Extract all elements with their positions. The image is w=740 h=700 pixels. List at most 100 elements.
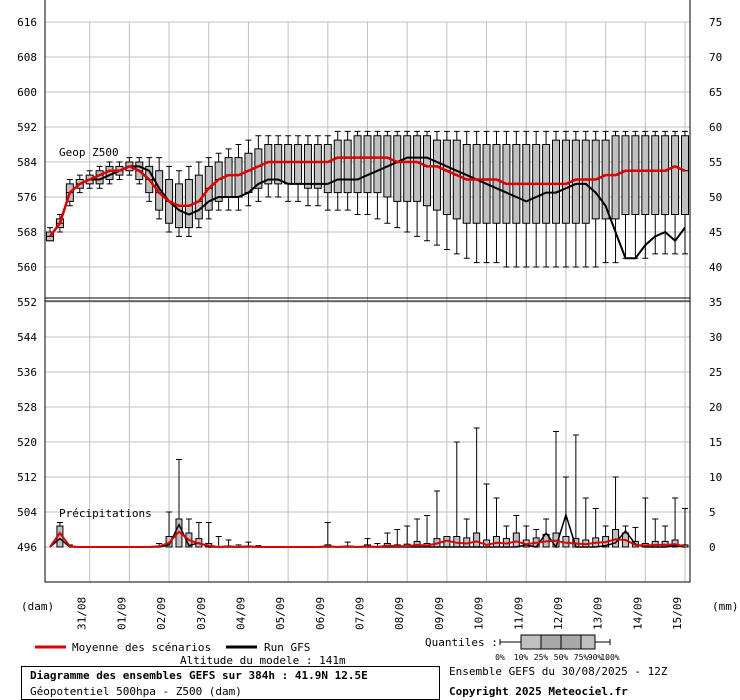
z500-box (462, 144, 471, 224)
copyright-label: Copyright 2025 Meteociel.fr (449, 685, 628, 698)
series-lines (49, 156, 686, 549)
x-tick-label: 12/09 (552, 597, 565, 630)
z500-box (631, 135, 640, 215)
right-tick-label: 65 (709, 86, 722, 99)
left-tick-label: 600 (17, 86, 37, 99)
right-tick-label: 70 (709, 51, 722, 64)
right-axis-unit: (mm) (712, 600, 739, 613)
x-tick-label: 09/09 (433, 597, 446, 630)
z500-box (681, 135, 689, 215)
z500-box (581, 139, 590, 224)
z500-box (452, 139, 461, 220)
left-tick-label: 608 (17, 51, 37, 64)
x-tick-label: 11/09 (512, 597, 525, 630)
z500-box (492, 144, 501, 224)
z500-box (611, 135, 620, 220)
z500-box (313, 144, 322, 189)
precip-box (612, 529, 620, 548)
left-tick-label: 552 (17, 296, 37, 309)
z500-box (413, 135, 422, 202)
quantile-tick-label: 100% (600, 653, 619, 662)
x-tick-label: 15/09 (671, 597, 684, 630)
z500-box (403, 135, 412, 202)
z500-run-gfs-line (49, 156, 686, 260)
left-tick-label: 592 (17, 121, 37, 134)
left-tick-label: 528 (17, 401, 37, 414)
z500-box (155, 170, 164, 211)
left-tick-label: 504 (17, 506, 37, 519)
quantile-tick-label: 25% (534, 653, 549, 662)
grid (45, 21, 690, 583)
quantile-tick-label: 90% (588, 653, 603, 662)
z500-box (343, 139, 352, 194)
right-tick-label: 35 (709, 296, 722, 309)
right-tick-label: 40 (709, 261, 722, 274)
right-tick-label: 15 (709, 436, 722, 449)
z500-box (442, 139, 451, 215)
legend-run-label: Run GFS (264, 641, 310, 654)
right-tick-label: 10 (709, 471, 722, 484)
left-tick-label: 536 (17, 366, 37, 379)
plot-frame (44, 0, 691, 583)
z500-box (353, 135, 362, 194)
z500-box (651, 135, 660, 215)
z500-box (671, 135, 680, 215)
right-tick-label: 50 (709, 191, 722, 204)
right-tick-label: 60 (709, 121, 722, 134)
z500-box (552, 139, 561, 224)
z500-box (432, 139, 441, 211)
z500-box (393, 135, 402, 202)
right-tick-label: 5 (709, 506, 716, 519)
quantile-key (499, 634, 611, 650)
left-axis-unit: (dam) (21, 600, 54, 613)
right-tick-label: 30 (709, 331, 722, 344)
right-tick-label: 20 (709, 401, 722, 414)
quantile-tick-label: 50% (554, 653, 569, 662)
z500-box (294, 144, 303, 185)
quantile-tick-label: 75% (574, 653, 589, 662)
precip-mean-line (49, 530, 686, 549)
footer-subtitle: Géopotentiel 500hpa - Z500 (dam) (30, 685, 242, 698)
right-tick-label: 45 (709, 226, 722, 239)
altitude-label: Altitude du modele : 141m (180, 654, 346, 667)
x-tick-label: 04/09 (234, 597, 247, 630)
z500-box (472, 144, 481, 224)
x-tick-label: 13/09 (592, 597, 605, 630)
x-tick-label: 06/09 (314, 597, 327, 630)
axis-labels: 6166086005925845765685605525445365285205… (17, 16, 738, 630)
left-tick-label: 496 (17, 541, 37, 554)
right-tick-label: 55 (709, 156, 722, 169)
z500-box (373, 135, 382, 194)
z500-box (234, 157, 243, 198)
x-tick-label: 10/09 (473, 597, 486, 630)
left-tick-label: 520 (17, 436, 37, 449)
quantile-tick-label: 10% (514, 653, 529, 662)
z500-box (423, 135, 432, 207)
z500-box (284, 144, 293, 185)
z500-box (601, 139, 610, 220)
z500-box (274, 144, 283, 185)
x-tick-label: 02/09 (155, 597, 168, 630)
z500-box (363, 135, 372, 194)
x-tick-label: 03/09 (195, 597, 208, 630)
quantiles-label: Quantiles : (425, 636, 498, 649)
x-tick-label: 01/09 (115, 597, 128, 630)
precip-panel-label: Précipitations (59, 507, 152, 520)
legend-mean-label: Moyenne des scénarios (72, 641, 211, 654)
left-tick-label: 544 (17, 331, 37, 344)
ensemble-run-label: Ensemble GEFS du 30/08/2025 - 12Z (449, 665, 668, 678)
x-tick-label: 05/09 (274, 597, 287, 630)
z500-box (303, 144, 312, 189)
left-tick-label: 616 (17, 16, 37, 29)
z500-box (323, 144, 332, 194)
left-tick-label: 560 (17, 261, 37, 274)
x-tick-label: 31/08 (76, 597, 89, 630)
legend: Moyenne des scénarios Run GFS Altitude d… (35, 634, 620, 667)
x-tick-label: 07/09 (354, 597, 367, 630)
x-tick-label: 14/09 (631, 597, 644, 630)
precip-box (512, 532, 520, 548)
right-tick-label: 0 (709, 541, 716, 554)
left-tick-label: 568 (17, 226, 37, 239)
right-tick-label: 75 (709, 16, 722, 29)
